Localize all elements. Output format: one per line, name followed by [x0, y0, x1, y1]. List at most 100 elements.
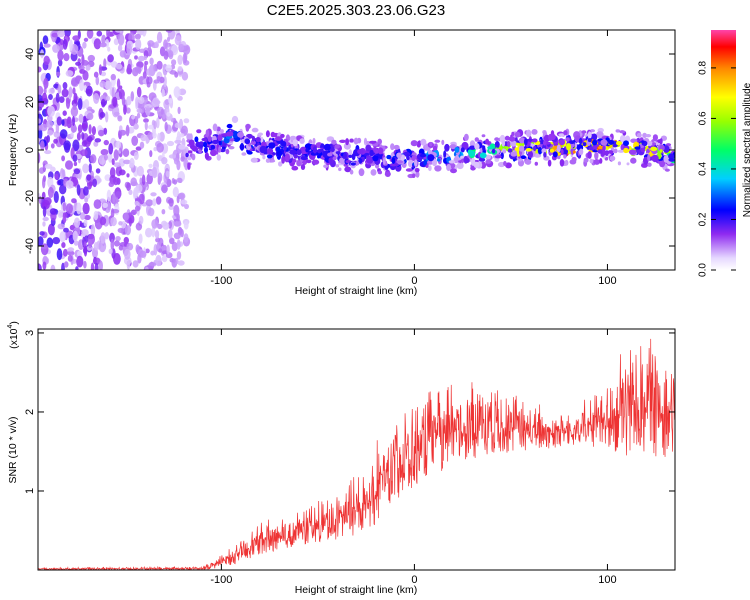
noise-blob — [66, 119, 71, 124]
signal-blob — [652, 142, 657, 146]
noise-blob — [71, 125, 78, 133]
signal-blob — [266, 154, 273, 159]
noise-blob — [83, 37, 89, 42]
noise-blob — [80, 212, 86, 220]
signal-blob — [647, 154, 651, 162]
signal-blob — [581, 130, 587, 134]
noise-blob — [93, 199, 102, 210]
signal-blob — [390, 143, 395, 151]
signal-blob — [587, 131, 592, 139]
noise-blob — [145, 227, 153, 238]
noise-blob — [65, 97, 71, 109]
signal-blob — [628, 149, 637, 155]
noise-blob — [126, 43, 133, 56]
noise-blob — [177, 260, 185, 266]
noise-blob — [75, 266, 79, 270]
signal-blob — [375, 164, 380, 169]
signal-blob — [501, 140, 506, 147]
noise-blob — [137, 55, 146, 62]
signal-blob — [257, 132, 263, 136]
signal-blob — [423, 159, 428, 166]
signal-blob — [549, 148, 555, 153]
noise-blob — [83, 99, 90, 109]
signal-blob — [519, 145, 525, 152]
noise-blob — [43, 43, 51, 48]
noise-blob — [167, 229, 173, 239]
noise-blob — [168, 197, 174, 207]
noise-blob — [86, 136, 93, 143]
noise-blob — [174, 35, 182, 46]
signal-blob — [556, 144, 561, 153]
noise-blob — [68, 86, 73, 99]
noise-blob — [135, 222, 143, 231]
signal-blob — [645, 134, 652, 138]
noise-blob — [99, 42, 107, 48]
noise-blob — [117, 115, 123, 122]
signal-blob — [419, 153, 427, 158]
signal-blob — [597, 149, 603, 154]
signal-blob — [291, 165, 299, 171]
noise-blob — [86, 30, 94, 39]
signal-blob — [259, 145, 267, 154]
noise-blob — [93, 71, 99, 78]
noise-blob — [94, 262, 99, 270]
noise-blob — [136, 165, 144, 177]
noise-blob — [50, 166, 56, 173]
noise-blob — [54, 173, 59, 180]
signal-blob — [185, 152, 189, 158]
signal-blob — [647, 162, 652, 167]
noise-blob — [173, 157, 179, 165]
noise-blob — [129, 157, 135, 168]
noise-blob — [135, 244, 140, 254]
noise-blob — [86, 112, 94, 121]
signal-blob — [406, 154, 410, 161]
noise-blob — [105, 95, 110, 102]
noise-blob — [145, 248, 150, 254]
signal-blob — [470, 166, 476, 171]
noise-blob — [166, 244, 170, 255]
noise-blob — [65, 160, 73, 170]
noise-blob — [38, 94, 44, 103]
signal-blob — [650, 146, 658, 152]
noise-blob — [164, 99, 170, 106]
signal-blob — [338, 167, 342, 172]
noise-blob — [93, 38, 102, 50]
noise-blob — [56, 248, 63, 261]
signal-blob — [202, 141, 208, 148]
signal-blob — [494, 137, 500, 142]
signal-blob — [640, 147, 645, 153]
snr-panel: -100 0 100 1 2 3 Height of straight line (km)… — [7, 321, 676, 596]
signal-blob — [427, 154, 435, 162]
signal-blob — [494, 155, 502, 159]
noise-blob — [57, 179, 65, 186]
signal-blob — [468, 145, 476, 150]
noise-blob — [90, 154, 97, 164]
noise-blob — [110, 238, 115, 251]
noise-blob — [112, 96, 118, 108]
signal-blob — [250, 157, 258, 163]
noise-blob — [150, 192, 157, 197]
spectrogram-x-label: Height of straight line (km) — [295, 285, 418, 297]
signal-blob — [502, 150, 507, 154]
noise-blob — [43, 87, 47, 95]
signal-blob — [323, 143, 331, 151]
noise-blob — [151, 166, 158, 179]
signal-blob — [668, 158, 675, 162]
noise-blob — [148, 42, 152, 51]
signal-blob — [503, 161, 507, 166]
noise-blob — [81, 132, 85, 140]
noise-blob — [173, 179, 178, 185]
signal-blob — [494, 141, 500, 149]
noise-blob — [113, 253, 121, 265]
noise-blob — [156, 76, 161, 82]
noise-blob — [171, 59, 177, 66]
colorbar-tick-label: 0.0 — [698, 263, 709, 277]
signal-blob — [358, 168, 365, 177]
signal-blob — [572, 150, 576, 154]
signal-blob — [454, 146, 460, 153]
noise-blob — [83, 245, 88, 257]
signal-blob — [578, 137, 583, 145]
noise-blob — [65, 70, 74, 77]
signal-blob — [357, 148, 364, 155]
noise-blob — [72, 139, 80, 152]
